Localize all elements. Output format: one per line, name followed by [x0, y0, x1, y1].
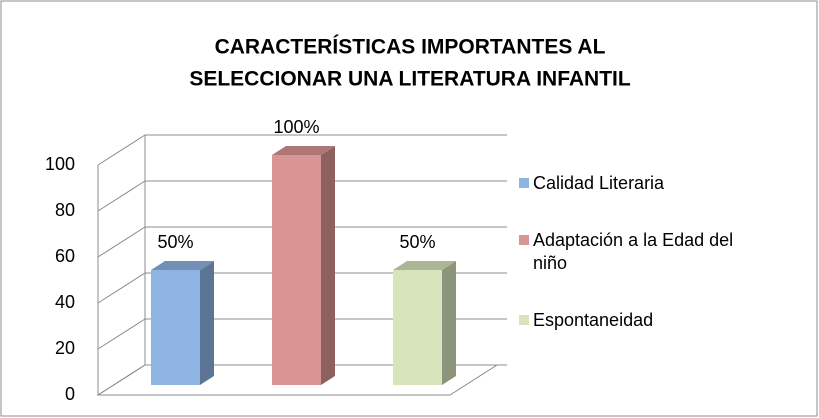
bar-side — [442, 261, 456, 385]
legend-item: Calidad Literaria — [519, 172, 734, 195]
bar-top — [393, 261, 456, 270]
value-label: 50% — [157, 232, 193, 252]
legend-label: Adaptación a la Edad del niño — [533, 230, 734, 273]
legend: Calidad Literaria Adaptación a la Edad de… — [519, 172, 734, 332]
value-label: 100% — [273, 117, 319, 137]
grid-line — [97, 226, 507, 258]
bar-top — [151, 261, 214, 270]
bar — [151, 270, 200, 385]
grid-line — [97, 364, 507, 396]
legend-swatch — [519, 315, 529, 325]
grid-line — [97, 134, 507, 166]
legend-label: Espontaneidad — [533, 310, 654, 330]
grid-line — [97, 318, 507, 350]
bar — [272, 155, 321, 385]
y-tick-label: 80 — [55, 200, 75, 220]
legend-label: Calidad Literaria — [533, 173, 665, 193]
y-tick-label: 40 — [55, 292, 75, 312]
legend-item: Espontaneidad — [519, 309, 734, 332]
y-tick-label: 0 — [65, 384, 75, 404]
chart-title-line: SELECCIONAR UNA LITERATURA INFANTIL — [189, 68, 631, 91]
grid-line — [97, 180, 507, 212]
value-label: 50% — [399, 232, 435, 252]
grid-line — [97, 272, 507, 304]
bar-top — [272, 146, 335, 155]
y-tick-label: 100 — [45, 154, 75, 174]
legend-item: Adaptación a la Edad del niño — [519, 229, 734, 275]
bar-side — [200, 261, 214, 385]
y-tick-label: 60 — [55, 246, 75, 266]
y-tick-label: 20 — [55, 338, 75, 358]
legend-swatch — [519, 178, 529, 188]
bar-side — [321, 146, 335, 385]
bar — [393, 270, 442, 385]
legend-swatch — [519, 235, 529, 245]
chart-title-line: CARACTERÍSTICAS IMPORTANTES AL — [215, 36, 606, 59]
